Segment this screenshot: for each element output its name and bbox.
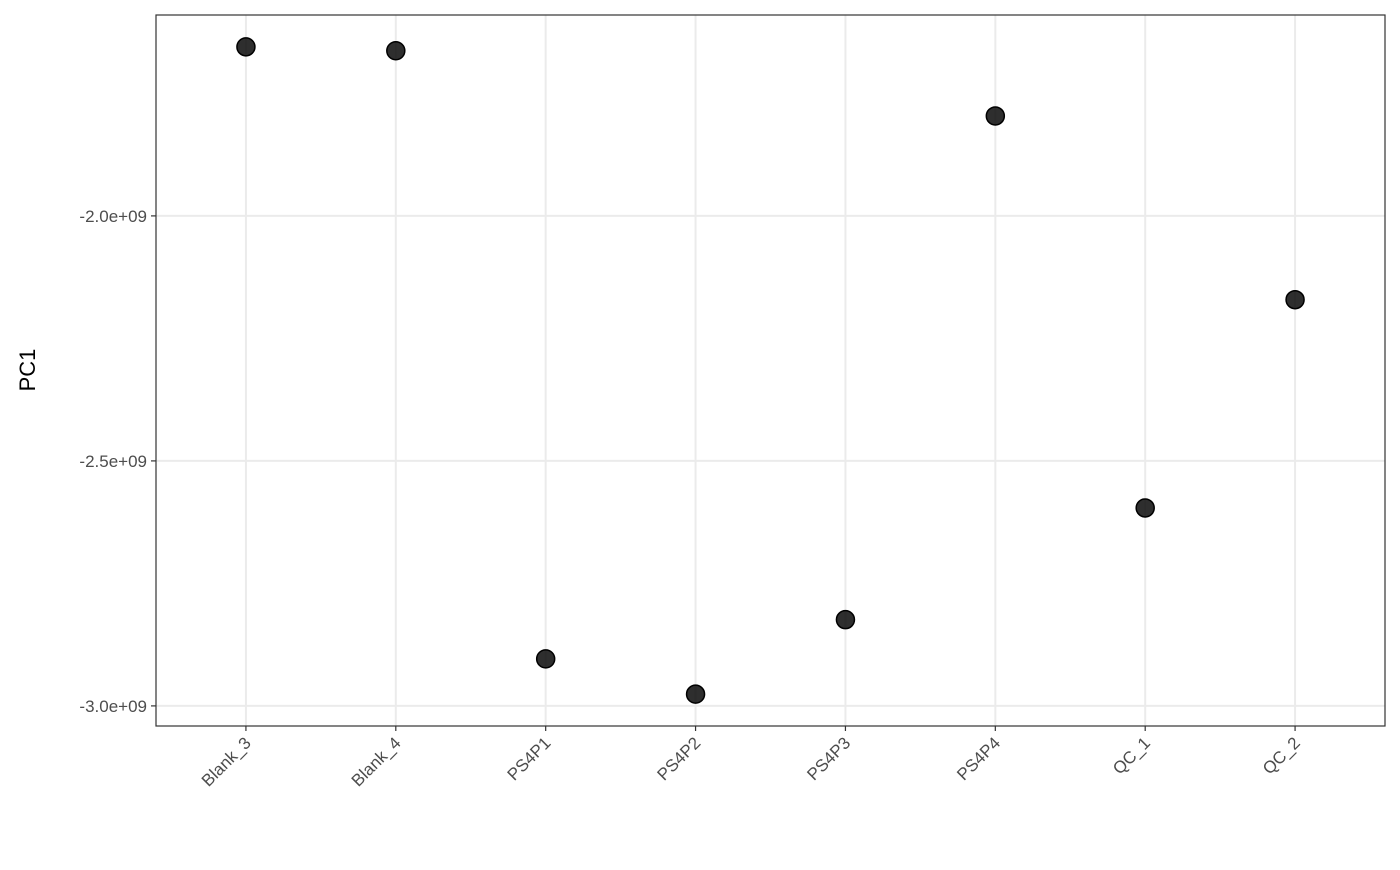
point — [1285, 289, 1305, 310]
point — [685, 684, 706, 704]
grid — [156, 15, 1385, 726]
point — [236, 37, 256, 57]
y-axis-label: PC1 — [15, 349, 40, 392]
point — [386, 41, 406, 61]
y-tick-label: -3.0e+09 — [79, 697, 147, 716]
point — [535, 649, 556, 669]
point — [835, 609, 856, 630]
point — [985, 106, 1006, 126]
y-tick-label: -2.0e+09 — [79, 207, 147, 226]
point — [1135, 498, 1155, 518]
y-tick-label: -2.5e+09 — [79, 452, 147, 471]
panel-border — [155, 14, 1386, 727]
